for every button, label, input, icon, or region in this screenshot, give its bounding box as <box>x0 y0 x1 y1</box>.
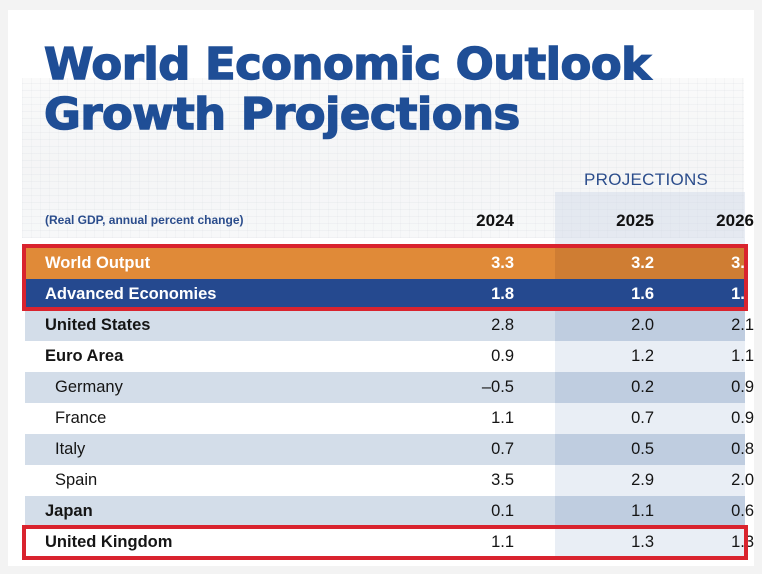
column-header-2026: 2026 <box>716 211 754 230</box>
row-label: World Output <box>45 254 151 272</box>
value-2025: 0.5 <box>631 440 654 458</box>
projection-cell-shade <box>555 341 745 372</box>
growth-table: World Output 3.3 3.2 3.1 Advanced Econom… <box>25 248 754 558</box>
projection-cell-shade <box>555 372 745 403</box>
projection-cell-shade <box>555 527 745 558</box>
table-row-united-states: United States 2.8 2.0 2.1 <box>25 310 754 341</box>
value-2026: 0.6 <box>731 502 754 520</box>
projection-cell-shade <box>555 279 745 310</box>
table-row-united-kingdom: United Kingdom 1.1 1.3 1.3 <box>25 527 754 558</box>
value-2025: 0.2 <box>631 378 654 396</box>
value-2024: 0.7 <box>491 440 514 458</box>
row-label: United States <box>45 316 151 334</box>
value-2025: 0.7 <box>631 409 654 427</box>
value-2024: 1.1 <box>491 409 514 427</box>
table-row-japan: Japan 0.1 1.1 0.6 <box>25 496 754 527</box>
value-2025: 1.1 <box>631 502 654 520</box>
value-2025: 2.9 <box>631 471 654 489</box>
row-label: Japan <box>45 502 93 520</box>
row-label: France <box>55 409 107 427</box>
projection-cell-shade <box>555 403 745 434</box>
value-2025: 1.6 <box>631 285 654 303</box>
table-row-world-output: World Output 3.3 3.2 3.1 <box>25 248 754 279</box>
value-2025: 3.2 <box>631 254 654 272</box>
row-label: Euro Area <box>45 347 124 365</box>
projection-cell-shade <box>555 496 745 527</box>
table-row-spain: Spain 3.5 2.9 2.0 <box>25 465 754 496</box>
projection-cell-shade <box>555 310 745 341</box>
projection-cell-shade <box>555 248 745 279</box>
table-row-france: France 1.1 0.7 0.9 <box>25 403 754 434</box>
value-2026: 1.3 <box>731 533 754 551</box>
value-2025: 1.3 <box>631 533 654 551</box>
title-line-2: Growth Projections <box>43 89 521 140</box>
row-label: Italy <box>55 440 86 458</box>
value-2024: 1.1 <box>491 533 514 551</box>
value-2024: 3.3 <box>491 254 514 272</box>
value-2026: 3.1 <box>731 254 754 272</box>
projection-cell-shade <box>555 465 745 496</box>
value-2026: 0.9 <box>731 409 754 427</box>
table-row-euro-area: Euro Area 0.9 1.2 1.1 <box>25 341 754 372</box>
value-2026: 0.8 <box>731 440 754 458</box>
column-header-2025: 2025 <box>616 211 654 230</box>
table-subtitle: (Real GDP, annual percent change) <box>45 213 244 227</box>
table-row-germany: Germany –0.5 0.2 0.9 <box>25 372 754 403</box>
value-2026: 1.1 <box>731 347 754 365</box>
value-2024: 0.1 <box>491 502 514 520</box>
page-title: World Economic Outlook Growth Projection… <box>43 39 651 140</box>
row-label: Spain <box>55 471 98 489</box>
row-label: Germany <box>55 378 123 396</box>
title-line-1: World Economic Outlook <box>43 39 651 90</box>
value-2024: 1.8 <box>491 285 514 303</box>
projections-label: PROJECTIONS <box>584 170 709 189</box>
value-2026: 2.1 <box>731 316 754 334</box>
row-label: United Kingdom <box>45 533 173 551</box>
value-2026: 0.9 <box>731 378 754 396</box>
value-2025: 2.0 <box>631 316 654 334</box>
table-row-advanced-economies: Advanced Economies 1.8 1.6 1.6 <box>25 279 754 310</box>
value-2026: 1.6 <box>731 285 754 303</box>
projections-header-shade <box>555 192 745 247</box>
row-label: Advanced Economies <box>45 285 217 303</box>
table-row-italy: Italy 0.7 0.5 0.8 <box>25 434 754 465</box>
value-2024: 3.5 <box>491 471 514 489</box>
value-2025: 1.2 <box>631 347 654 365</box>
projection-cell-shade <box>555 434 745 465</box>
background-mesh-pattern <box>22 78 744 238</box>
value-2024: –0.5 <box>481 378 514 396</box>
value-2026: 2.0 <box>731 471 754 489</box>
value-2024: 0.9 <box>491 347 514 365</box>
value-2024: 2.8 <box>491 316 514 334</box>
column-header-2024: 2024 <box>476 211 514 230</box>
